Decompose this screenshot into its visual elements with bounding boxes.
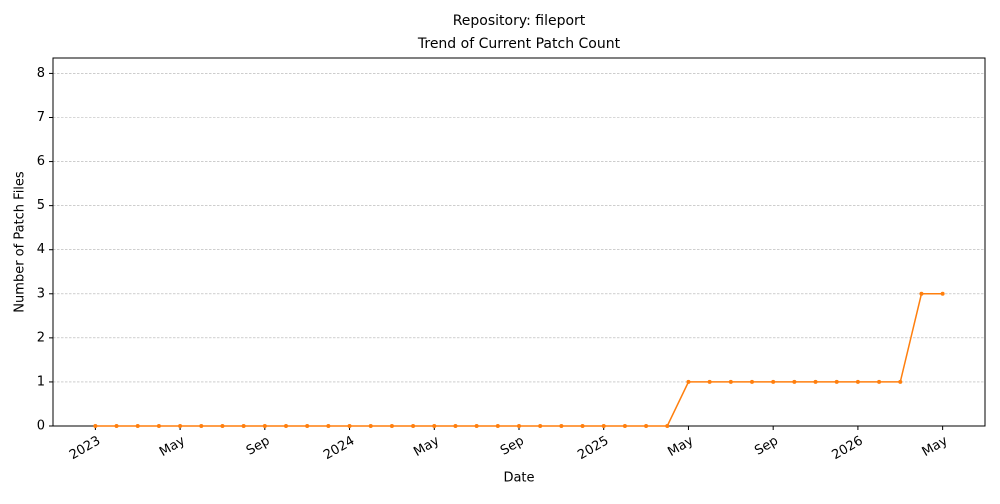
y-tick-label: 1 — [37, 374, 45, 389]
data-point — [728, 379, 733, 384]
chart-subtitle: Trend of Current Patch Count — [417, 36, 621, 52]
data-point — [93, 424, 98, 428]
chart-title: Repository: fileport — [453, 13, 586, 29]
y-tick-label: 0 — [37, 419, 45, 434]
data-point — [622, 424, 627, 428]
data-point — [601, 424, 606, 428]
data-point — [389, 424, 394, 428]
data-point — [813, 379, 818, 384]
data-point — [750, 379, 754, 384]
data-point — [284, 424, 288, 428]
x-axis-label: Date — [503, 471, 534, 486]
data-point — [877, 379, 882, 384]
data-point — [156, 424, 161, 428]
data-point — [262, 424, 267, 428]
data-point — [178, 424, 183, 428]
y-tick-label: 8 — [37, 66, 45, 81]
data-point — [644, 424, 649, 428]
data-point — [368, 424, 373, 428]
data-point — [919, 291, 924, 296]
data-point — [898, 379, 903, 384]
data-point — [432, 424, 437, 428]
data-point — [771, 379, 776, 384]
y-tick-label: 2 — [37, 330, 45, 345]
data-point — [220, 424, 225, 428]
data-point — [326, 424, 331, 428]
data-point — [855, 379, 860, 384]
data-point — [559, 424, 564, 428]
y-tick-label: 3 — [37, 286, 45, 301]
data-point — [453, 424, 458, 428]
data-point — [665, 424, 670, 428]
data-point — [305, 424, 310, 428]
y-tick-label: 6 — [37, 154, 45, 169]
y-tick-label: 7 — [37, 110, 45, 125]
data-point — [495, 424, 500, 428]
data-point — [940, 291, 945, 296]
y-tick-label: 4 — [37, 242, 45, 257]
data-point — [114, 424, 119, 428]
data-point — [241, 424, 246, 428]
data-point — [834, 379, 839, 384]
data-point — [199, 424, 204, 428]
data-point — [517, 424, 521, 428]
y-tick-label: 5 — [37, 198, 45, 213]
y-axis-label: Number of Patch Files — [13, 171, 28, 313]
data-point — [411, 424, 416, 428]
data-point — [135, 424, 140, 428]
data-point — [686, 379, 691, 384]
data-point — [792, 379, 797, 384]
data-point — [474, 424, 479, 428]
data-point — [538, 424, 543, 428]
data-point — [707, 379, 712, 384]
data-point — [580, 424, 585, 428]
data-point — [347, 424, 352, 428]
